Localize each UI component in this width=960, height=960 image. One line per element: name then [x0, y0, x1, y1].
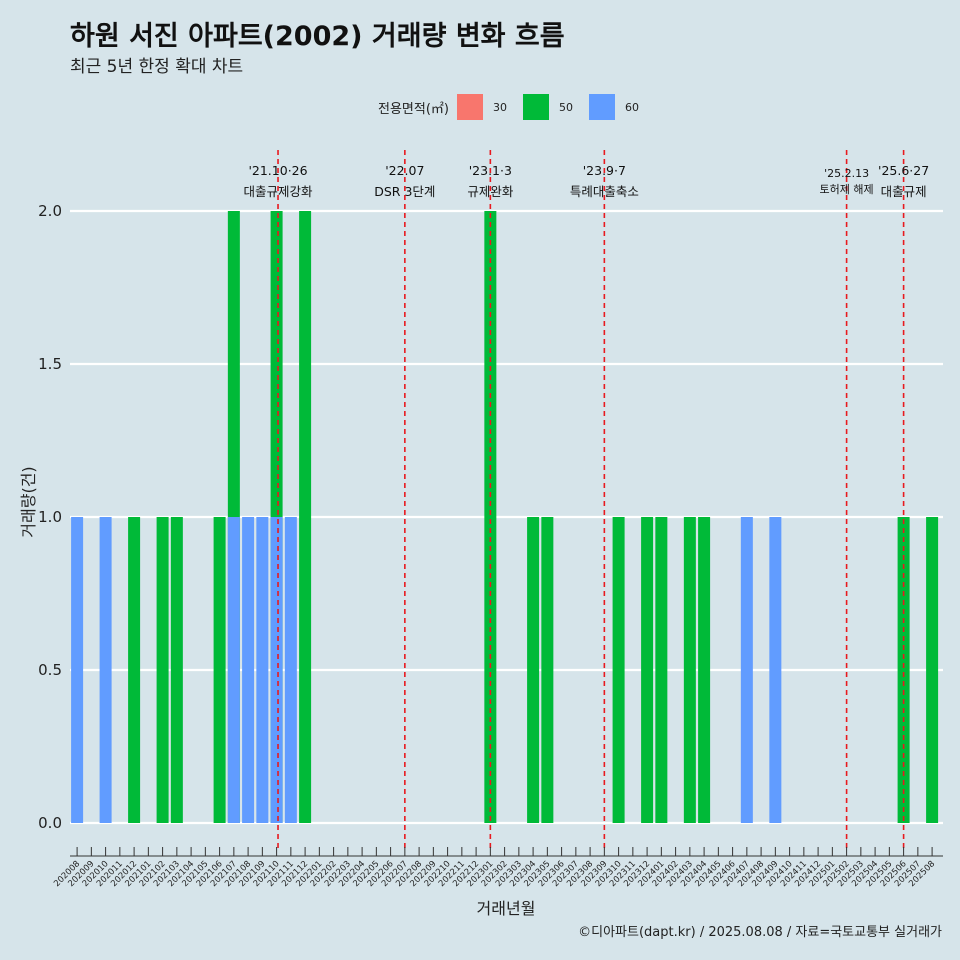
bar-202401-50 [655, 517, 668, 823]
bar-202304-50 [527, 517, 540, 823]
y-tick-label: 0.5 [38, 661, 62, 679]
bar-202312-50 [641, 517, 654, 823]
bar-202301-50 [484, 211, 497, 823]
bar-202107-60 [227, 517, 240, 823]
event-label-1: DSR 3단계 [374, 184, 435, 199]
y-axis-title: 거래량(건) [19, 466, 38, 537]
bar-202409-60 [769, 517, 782, 823]
bar-202012-50 [128, 517, 141, 823]
event-date-0: '21.10·26 [248, 163, 307, 178]
chart-subtitle: 최근 5년 한정 확대 차트 [70, 57, 244, 77]
bar-202403-50 [683, 517, 696, 823]
bar-202506-50 [897, 517, 910, 823]
legend-label-60: 60 [624, 100, 639, 114]
bar-202407-60 [740, 517, 753, 823]
bar-202310-50 [612, 517, 625, 823]
legend-item-50: 50 [522, 94, 583, 120]
event-label-3: 특례대출축소 [570, 184, 639, 199]
y-tick-label: 1.5 [38, 355, 62, 373]
legend-label-50: 50 [558, 100, 573, 114]
chart-title: 하원 서진 아파트(2002) 거래량 변화 흐름 [70, 21, 565, 52]
caption: ©디아파트(dapt.kr) / 2025.08.08 / 자료=국토교통부 실… [578, 925, 942, 940]
event-date-2: '23.1·3 [469, 163, 512, 178]
y-tick-label: 1.0 [38, 508, 62, 526]
event-label-0: 대출규제강화 [244, 184, 314, 199]
event-label-4: 토허제 해제 [820, 182, 874, 196]
bar-202508-50 [926, 517, 939, 823]
bar-202112-50 [299, 211, 312, 823]
x-axis-title: 거래년월 [477, 899, 536, 918]
legend-swatch-50 [522, 94, 549, 120]
bar-202103-50 [170, 517, 183, 823]
bar-202404-50 [698, 517, 711, 823]
bar-202010-60 [99, 517, 112, 823]
event-date-1: '22.07 [385, 163, 424, 178]
event-label-2: 규제완화 [467, 184, 514, 199]
bar-202108-60 [242, 517, 255, 823]
bar-202111-60 [284, 517, 297, 823]
bar-202109-60 [256, 517, 269, 823]
legend-swatch-60 [588, 94, 615, 120]
y-tick-label: 0.0 [38, 814, 62, 832]
y-tick-label: 2.0 [38, 202, 62, 220]
bar-202110-60 [270, 517, 283, 823]
bar-202008-60 [71, 517, 84, 823]
event-date-4: '25.2.13 [824, 167, 869, 180]
legend: 전용면적(㎡) 30 50 60 [378, 92, 655, 122]
legend-label-30: 30 [492, 100, 507, 114]
legend-item-60: 60 [588, 94, 649, 120]
bar-202305-50 [541, 517, 554, 823]
bar-202106-50 [213, 517, 226, 823]
legend-title: 전용면적(㎡) [378, 101, 449, 117]
legend-swatch-30 [456, 94, 483, 120]
event-date-3: '23.9·7 [583, 163, 626, 178]
bar-202102-50 [156, 517, 169, 823]
event-date-5: '25.6·27 [878, 163, 929, 178]
legend-item-30: 30 [456, 94, 517, 120]
event-label-5: 대출규제 [881, 184, 927, 199]
